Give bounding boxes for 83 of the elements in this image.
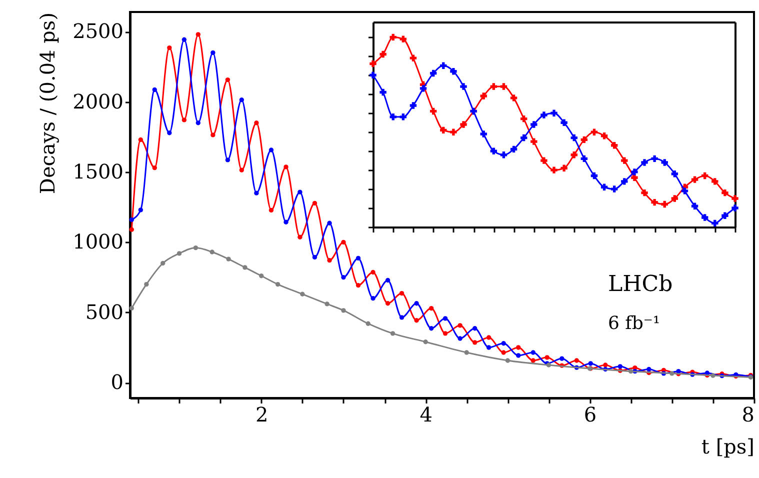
point	[580, 155, 588, 162]
point	[641, 189, 648, 196]
point	[631, 168, 638, 176]
y-tick-label: 500	[85, 300, 124, 324]
point	[540, 157, 548, 164]
point	[641, 159, 648, 166]
point	[420, 85, 427, 92]
point	[530, 121, 538, 128]
point	[732, 195, 738, 202]
point	[732, 204, 738, 212]
x-tick-label: 6	[584, 402, 597, 426]
point	[691, 176, 698, 183]
point	[550, 166, 558, 174]
point	[430, 108, 437, 115]
y-tick-label: 1000	[72, 230, 124, 254]
point	[600, 184, 608, 190]
point	[410, 102, 417, 109]
point	[570, 152, 578, 158]
point	[450, 68, 457, 75]
point	[520, 115, 528, 122]
point	[460, 121, 467, 128]
point	[560, 119, 568, 126]
point	[380, 50, 386, 58]
point	[400, 36, 407, 42]
point	[560, 164, 568, 172]
point	[520, 134, 528, 142]
point	[590, 128, 598, 136]
point	[722, 189, 728, 196]
point	[370, 72, 376, 78]
point	[500, 152, 508, 158]
point	[540, 112, 548, 118]
point	[701, 214, 708, 221]
point	[490, 148, 498, 154]
point	[661, 159, 668, 166]
point	[610, 186, 618, 192]
y-axis-title: Decays / (0.04 ps)	[36, 12, 60, 194]
point	[450, 128, 457, 136]
y-tick-label: 1500	[72, 160, 124, 184]
point	[712, 178, 718, 185]
annotation: LHCb	[608, 272, 673, 297]
point	[621, 157, 628, 164]
point	[410, 54, 417, 62]
y-tick-label: 0	[110, 370, 124, 394]
x-tick-label: 4	[420, 402, 432, 426]
point	[621, 178, 628, 185]
point	[610, 142, 618, 149]
point	[500, 83, 508, 90]
point	[671, 195, 678, 202]
point	[380, 88, 386, 96]
point	[651, 198, 658, 206]
x-tick-label: 2	[256, 402, 268, 426]
point	[570, 134, 578, 142]
point	[490, 83, 498, 90]
point	[580, 136, 588, 144]
point	[600, 132, 608, 140]
point	[550, 110, 558, 116]
point	[671, 170, 678, 178]
point	[530, 138, 538, 145]
y-tick-label: 2500	[72, 19, 124, 44]
y-tick-label: 2000	[72, 89, 124, 114]
point	[390, 114, 396, 120]
annotation: 6 fb⁻¹	[608, 313, 660, 334]
point	[390, 34, 396, 41]
point	[430, 70, 437, 77]
point	[400, 114, 407, 120]
point	[480, 92, 487, 100]
point	[480, 130, 487, 138]
point	[722, 212, 728, 219]
point	[661, 200, 668, 208]
point	[651, 155, 658, 162]
x-axis-title: t [ps]	[701, 434, 754, 458]
point	[510, 146, 518, 153]
point	[681, 188, 688, 194]
point	[691, 202, 698, 210]
point	[440, 62, 447, 70]
point	[440, 126, 447, 134]
point	[701, 172, 708, 180]
point	[460, 83, 467, 90]
point	[510, 94, 518, 102]
point	[590, 172, 598, 180]
point	[370, 60, 376, 68]
point	[712, 220, 718, 227]
x-tick-label: 8	[742, 402, 754, 426]
